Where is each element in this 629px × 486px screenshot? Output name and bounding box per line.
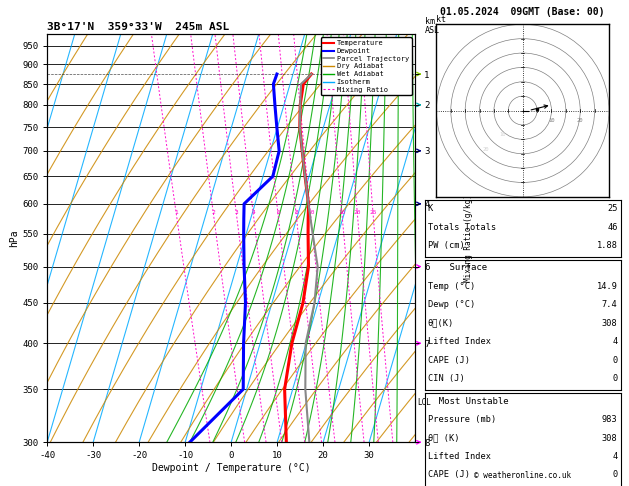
- Text: 0: 0: [613, 374, 618, 383]
- Text: 2: 2: [212, 210, 216, 215]
- Text: θᴄ(K): θᴄ(K): [428, 319, 454, 328]
- Text: 983: 983: [602, 415, 618, 424]
- Text: 10: 10: [499, 133, 506, 138]
- Text: Totals Totals: Totals Totals: [428, 223, 496, 232]
- Text: 10: 10: [548, 118, 555, 123]
- Text: LCL: LCL: [417, 398, 431, 407]
- Text: CAPE (J): CAPE (J): [428, 356, 470, 365]
- Text: PW (cm): PW (cm): [428, 241, 464, 250]
- Text: © weatheronline.co.uk: © weatheronline.co.uk: [474, 471, 571, 480]
- Text: 25: 25: [369, 210, 377, 215]
- Text: CAPE (J): CAPE (J): [428, 470, 470, 480]
- Text: Surface: Surface: [428, 263, 487, 273]
- Y-axis label: hPa: hPa: [9, 229, 19, 247]
- Text: 6: 6: [276, 210, 280, 215]
- Legend: Temperature, Dewpoint, Parcel Trajectory, Dry Adiabat, Wet Adiabat, Isotherm, Mi: Temperature, Dewpoint, Parcel Trajectory…: [321, 37, 411, 95]
- Text: Lifted Index: Lifted Index: [428, 337, 491, 347]
- Text: Dewp (°C): Dewp (°C): [428, 300, 475, 310]
- Text: 8: 8: [294, 210, 298, 215]
- Text: 7.4: 7.4: [602, 300, 618, 310]
- Text: 0: 0: [613, 470, 618, 480]
- Text: 14.9: 14.9: [597, 282, 618, 291]
- Text: Pressure (mb): Pressure (mb): [428, 415, 496, 424]
- Text: 4: 4: [613, 452, 618, 461]
- Text: 16: 16: [338, 210, 346, 215]
- Text: kt: kt: [437, 15, 447, 24]
- Text: CIN (J): CIN (J): [428, 374, 464, 383]
- Text: 4: 4: [252, 210, 255, 215]
- Text: 3: 3: [235, 210, 238, 215]
- X-axis label: Dewpoint / Temperature (°C): Dewpoint / Temperature (°C): [152, 463, 311, 473]
- Text: Most Unstable: Most Unstable: [428, 397, 508, 406]
- Text: 308: 308: [602, 319, 618, 328]
- Text: Lifted Index: Lifted Index: [428, 452, 491, 461]
- Text: 20: 20: [482, 147, 489, 152]
- Text: 1.88: 1.88: [597, 241, 618, 250]
- Text: 1: 1: [175, 210, 179, 215]
- Text: 308: 308: [602, 434, 618, 443]
- Text: 0: 0: [613, 356, 618, 365]
- Text: 01.05.2024  09GMT (Base: 00): 01.05.2024 09GMT (Base: 00): [440, 7, 605, 17]
- Text: 4: 4: [613, 337, 618, 347]
- Text: 20: 20: [353, 210, 361, 215]
- Text: 10: 10: [307, 210, 314, 215]
- Text: Temp (°C): Temp (°C): [428, 282, 475, 291]
- Text: km
ASL: km ASL: [425, 17, 440, 35]
- Y-axis label: Mixing Ratio (g/kg): Mixing Ratio (g/kg): [464, 194, 473, 282]
- Text: 3B°17'N  359°33'W  245m ASL: 3B°17'N 359°33'W 245m ASL: [47, 22, 230, 32]
- Text: 20: 20: [577, 118, 584, 123]
- Text: K: K: [428, 204, 433, 213]
- Text: θᴄ (K): θᴄ (K): [428, 434, 459, 443]
- Text: 25: 25: [607, 204, 618, 213]
- Text: 46: 46: [607, 223, 618, 232]
